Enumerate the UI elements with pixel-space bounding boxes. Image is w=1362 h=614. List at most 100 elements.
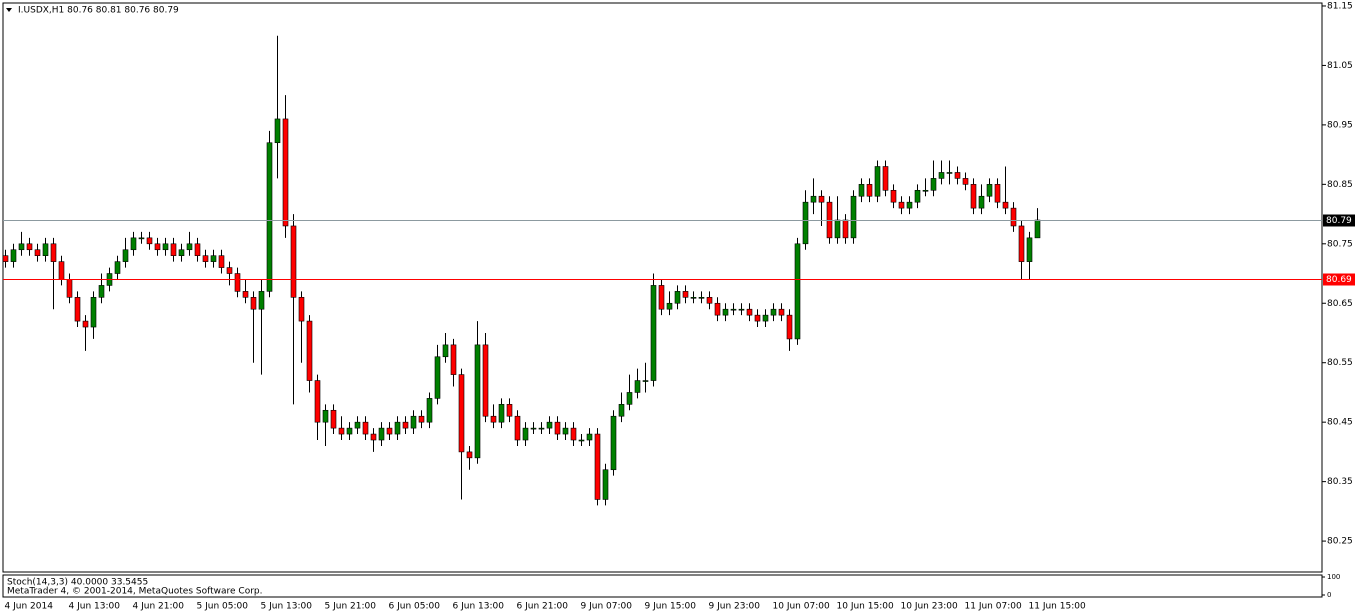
candle-body <box>18 243 25 251</box>
candle-body <box>834 219 841 239</box>
candle-body <box>882 166 889 191</box>
candle-body <box>258 291 265 310</box>
candle-body <box>674 291 681 304</box>
candle-body <box>1010 207 1017 227</box>
candle-body <box>778 308 785 316</box>
candle-body <box>682 291 689 298</box>
candle-body <box>1034 219 1041 239</box>
level-label: 80.69 <box>1326 275 1352 285</box>
candle-body <box>130 237 137 251</box>
candle-body <box>770 308 777 316</box>
chart-title: I.USDX,H1 80.76 80.81 80.76 80.79 <box>18 6 179 16</box>
candle-body <box>858 184 865 197</box>
y-tick-label: 80.65 <box>1327 299 1353 309</box>
candle-body <box>314 380 321 423</box>
candle-body <box>42 243 49 256</box>
candle-body <box>562 427 569 435</box>
candle-body <box>290 225 297 298</box>
candle-body <box>810 195 817 203</box>
footer: MetaTrader 4, © 2001-2014, MetaQuotes So… <box>7 587 263 597</box>
candle-body <box>386 427 393 435</box>
candle-body <box>186 243 193 251</box>
candle-body <box>690 297 697 299</box>
candle-body <box>194 243 201 256</box>
x-tick-label: 6 Jun 21:00 <box>517 602 569 612</box>
candle-body <box>490 415 497 423</box>
candle-body <box>794 243 801 340</box>
candle-body <box>210 255 217 262</box>
candle-body <box>522 427 529 441</box>
candle-body <box>114 261 121 274</box>
candle-body <box>1002 201 1009 209</box>
candle-body <box>362 421 369 435</box>
candle-body <box>410 415 417 429</box>
candle-body <box>914 189 921 203</box>
candle-body <box>170 243 177 256</box>
candle-body <box>458 374 465 453</box>
x-tick-label: 9 Jun 07:00 <box>581 602 633 612</box>
x-tick-label: 4 Jun 21:00 <box>133 602 185 612</box>
candle-body <box>722 308 729 316</box>
x-tick-label: 5 Jun 21:00 <box>325 602 377 612</box>
y-tick-label: 81.05 <box>1327 61 1353 71</box>
candle-body <box>802 201 809 245</box>
candle-body <box>218 255 225 268</box>
candle-body <box>762 314 769 322</box>
candle-body <box>986 184 993 197</box>
candle-body <box>178 249 185 256</box>
candle-body <box>274 118 281 144</box>
candle-body <box>138 237 145 240</box>
x-tick-label: 9 Jun 15:00 <box>645 602 697 612</box>
x-tick-label: 9 Jun 23:00 <box>709 602 761 612</box>
candle-body <box>426 398 433 423</box>
candle-body <box>546 421 553 429</box>
candle-body <box>434 356 441 399</box>
candle-body <box>58 261 65 280</box>
candle-body <box>994 184 1001 203</box>
candle-body <box>714 302 721 316</box>
candle-body <box>946 172 953 174</box>
x-tick-label: 6 Jun 05:00 <box>389 602 441 612</box>
candle-body <box>418 415 425 423</box>
candle-body <box>842 219 849 239</box>
candle-body <box>10 249 17 262</box>
candle-body <box>754 314 761 322</box>
candle-body <box>34 249 41 256</box>
candle-body <box>738 308 745 311</box>
candle-body <box>90 297 97 328</box>
candle-body <box>1026 237 1033 262</box>
candle-body <box>250 297 257 310</box>
indicator-frame <box>2 574 1323 598</box>
candle-body <box>154 243 161 251</box>
candle-body <box>506 404 513 417</box>
candle-body <box>650 285 657 381</box>
candle-body <box>234 273 241 292</box>
y-tick-label: 80.25 <box>1327 537 1353 547</box>
x-tick-label: 4 Jun 13:00 <box>69 602 121 612</box>
candle-body <box>330 409 337 429</box>
candle-body <box>122 249 129 262</box>
menu-triangle[interactable] <box>6 8 12 12</box>
candle-body <box>602 469 609 500</box>
x-tick-label: 10 Jun 23:00 <box>901 602 958 612</box>
candle-body <box>658 285 665 310</box>
candle-body <box>466 451 473 459</box>
candle-body <box>642 380 649 382</box>
candle-body <box>162 243 169 251</box>
candle-body <box>962 178 969 185</box>
y-tick-label: 80.45 <box>1327 418 1353 428</box>
candle-body <box>850 195 857 239</box>
y-tick-label: 80.95 <box>1327 120 1353 130</box>
candle-body <box>970 184 977 209</box>
x-tick-label: 6 Jun 13:00 <box>453 602 505 612</box>
candle-body <box>866 184 873 197</box>
candle-body <box>978 195 985 209</box>
y-tick-label: 80.85 <box>1327 180 1353 190</box>
candle-body <box>698 297 705 299</box>
candle-body <box>586 433 593 441</box>
candle-body <box>666 302 673 310</box>
candle-body <box>346 427 353 435</box>
candle-body <box>482 344 489 417</box>
